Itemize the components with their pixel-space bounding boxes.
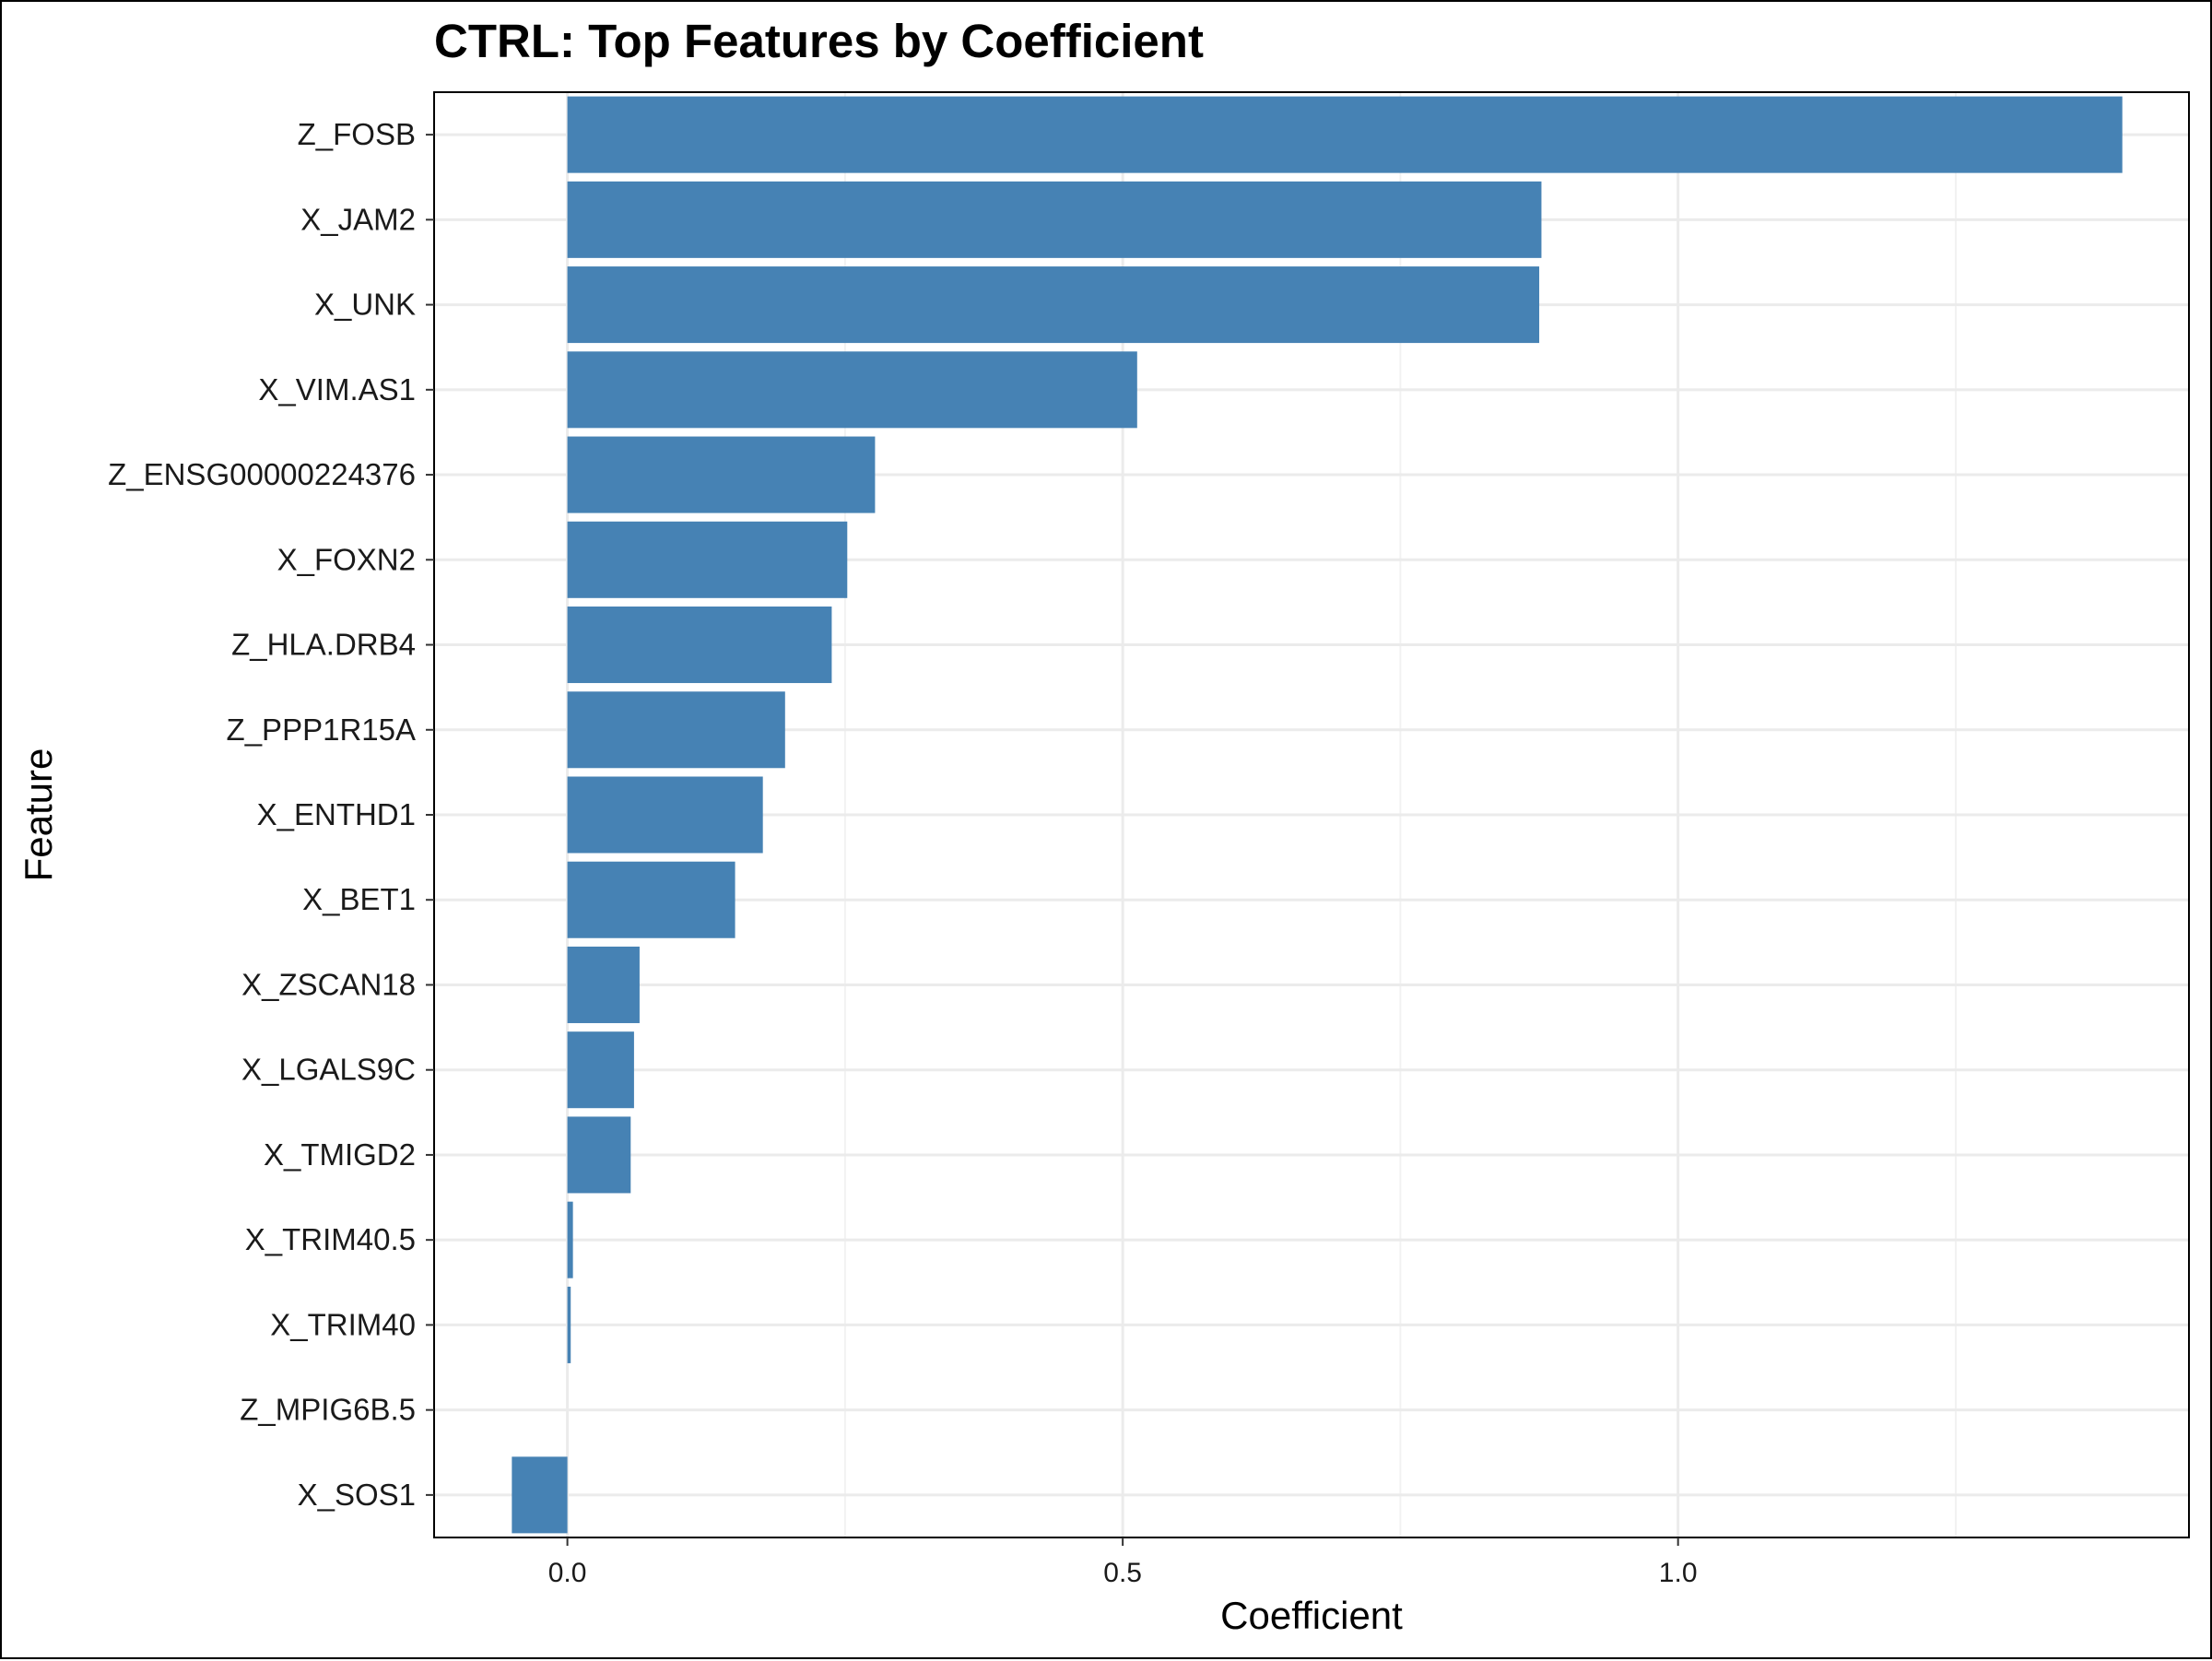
y-tick-label: X_ENTHD1 (257, 797, 416, 831)
y-tick-label: Z_HLA.DRB4 (231, 628, 416, 662)
x-tick-label: 0.0 (548, 1558, 587, 1588)
y-tick-label: X_UNK (314, 288, 416, 322)
y-tick-label: X_TRIM40.5 (245, 1222, 416, 1256)
y-tick-label: X_LGALS9C (241, 1053, 416, 1087)
chart-title: CTRL: Top Features by Coefficient (434, 15, 1204, 67)
y-axis-ticks: Z_FOSB X_JAM2 X_UNK X_VIM.AS1 Z_ENSG00000224… (108, 117, 434, 1512)
y-axis-title: Feature (17, 748, 60, 882)
bar (567, 96, 2123, 173)
y-tick-label: Z_FOSB (298, 117, 416, 151)
x-tick-label: 1.0 (1659, 1558, 1698, 1588)
bar (567, 1286, 571, 1363)
y-tick-label: X_VIM.AS1 (258, 372, 416, 406)
bar (567, 521, 848, 598)
bar (567, 946, 640, 1023)
y-tick-label: X_TRIM40 (270, 1307, 416, 1341)
bar (567, 351, 1137, 429)
x-axis-ticks: 0.0 0.5 1.0 (548, 1537, 1698, 1588)
bar (567, 1201, 573, 1278)
y-tick-label: X_JAM2 (300, 202, 416, 236)
bar (512, 1456, 568, 1534)
bar (567, 776, 763, 854)
x-tick-label: 0.5 (1103, 1558, 1142, 1588)
bar (567, 1031, 634, 1109)
y-tick-label: X_ZSCAN18 (241, 967, 416, 1001)
bar (567, 181, 1542, 258)
bar (567, 436, 876, 513)
x-axis-title: Coefficient (1220, 1594, 1403, 1637)
bars (512, 96, 2123, 1534)
bar (567, 861, 735, 938)
y-tick-label: X_SOS1 (298, 1478, 416, 1512)
y-tick-label: X_TMIGD2 (264, 1137, 416, 1172)
y-tick-label: Z_MPIG6B.5 (240, 1393, 416, 1427)
bar (567, 607, 832, 684)
bar (567, 266, 1540, 344)
y-tick-label: X_FOXN2 (277, 542, 416, 576)
y-tick-label: X_BET1 (302, 882, 416, 916)
y-tick-label: Z_PPP1R15A (227, 713, 416, 747)
bar (567, 1116, 631, 1194)
bar (567, 691, 785, 769)
y-tick-label: Z_ENSG00000224376 (108, 457, 416, 491)
